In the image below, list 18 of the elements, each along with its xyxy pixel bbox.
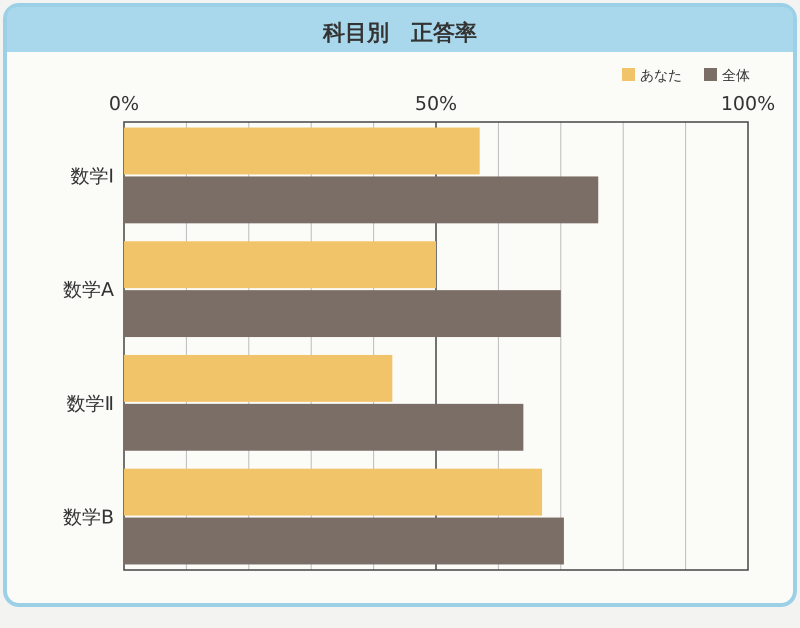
legend-label: あなた <box>640 68 682 84</box>
bar <box>124 404 524 451</box>
x-tick-label: 100% <box>720 93 776 115</box>
bar <box>124 290 561 338</box>
bar <box>124 468 542 516</box>
bar <box>124 241 436 288</box>
bar <box>124 354 392 402</box>
y-tick-label: 数学A <box>63 279 114 302</box>
y-tick-label: 数学B <box>62 506 114 529</box>
y-tick-label: 数学Ⅰ <box>70 165 114 188</box>
x-tick-label: 0% <box>108 93 140 115</box>
bar <box>124 176 598 224</box>
bar <box>124 128 480 174</box>
x-tick-label: 50% <box>414 93 458 115</box>
chart-title: 科目別 正答率 <box>322 20 477 46</box>
bar <box>124 518 564 564</box>
legend-label: 全体 <box>722 68 750 84</box>
y-tick-label: 数学Ⅱ <box>66 392 114 415</box>
